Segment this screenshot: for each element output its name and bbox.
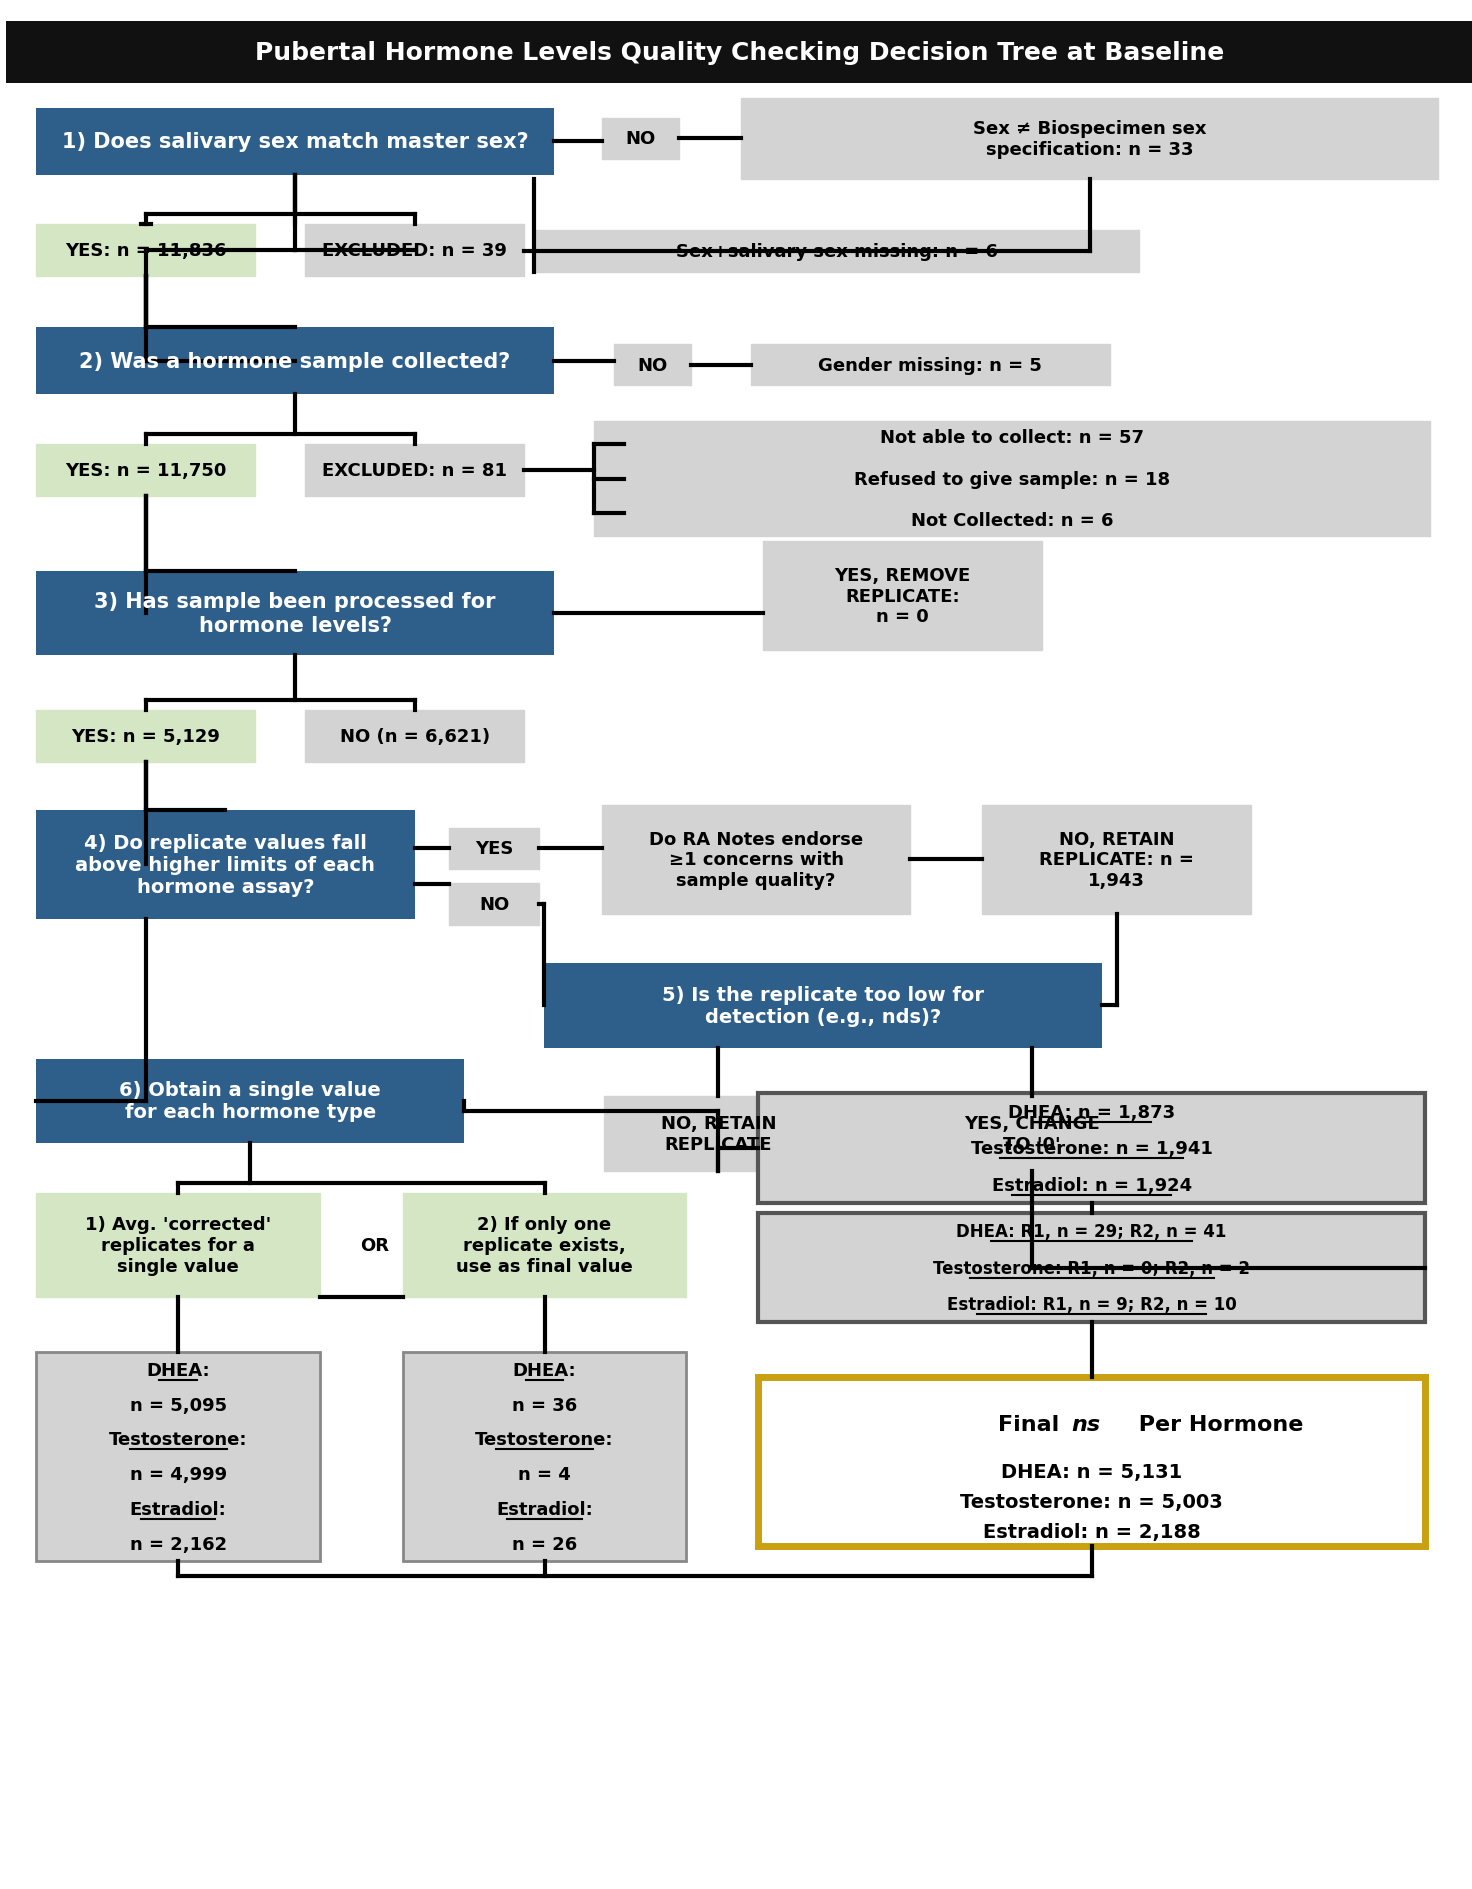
Text: EXCLUDED: n = 39: EXCLUDED: n = 39 bbox=[322, 242, 506, 261]
FancyBboxPatch shape bbox=[37, 108, 553, 176]
FancyBboxPatch shape bbox=[602, 805, 910, 914]
FancyBboxPatch shape bbox=[742, 98, 1438, 179]
Text: Testosterone: n = 5,003: Testosterone: n = 5,003 bbox=[960, 1492, 1223, 1511]
FancyBboxPatch shape bbox=[982, 805, 1251, 914]
Text: YES: n = 11,750: YES: n = 11,750 bbox=[65, 461, 227, 480]
Text: NO: NO bbox=[626, 130, 655, 149]
Text: 2) Was a hormone sample collected?: 2) Was a hormone sample collected? bbox=[79, 351, 511, 372]
Text: Estradiol:: Estradiol: bbox=[496, 1500, 593, 1519]
Text: NO (n = 6,621): NO (n = 6,621) bbox=[340, 727, 490, 746]
Text: 4) Do replicate values fall
above higher limits of each
hormone assay?: 4) Do replicate values fall above higher… bbox=[75, 833, 375, 897]
Text: NO, RETAIN
REPLICATE: n =
1,943: NO, RETAIN REPLICATE: n = 1,943 bbox=[1039, 829, 1194, 890]
Text: Not able to collect: n = 57

Refused to give sample: n = 18

Not Collected: n = : Not able to collect: n = 57 Refused to g… bbox=[854, 429, 1170, 529]
FancyBboxPatch shape bbox=[37, 1060, 464, 1143]
Text: YES, CHANGE
TO '0': YES, CHANGE TO '0' bbox=[964, 1115, 1100, 1154]
Text: EXCLUDED: n = 81: EXCLUDED: n = 81 bbox=[322, 461, 506, 480]
Text: DHEA:: DHEA: bbox=[146, 1360, 210, 1379]
Text: Estradiol: R1, n = 9; R2, n = 10: Estradiol: R1, n = 9; R2, n = 10 bbox=[946, 1296, 1236, 1313]
Text: Testosterone:: Testosterone: bbox=[109, 1430, 247, 1449]
Text: DHEA:: DHEA: bbox=[512, 1360, 577, 1379]
Text: n = 26: n = 26 bbox=[512, 1536, 577, 1553]
Text: Final: Final bbox=[998, 1415, 1067, 1434]
FancyBboxPatch shape bbox=[602, 119, 680, 161]
Text: OR: OR bbox=[361, 1235, 389, 1254]
Text: Estradiol: n = 1,924: Estradiol: n = 1,924 bbox=[992, 1177, 1192, 1194]
Text: DHEA: R1, n = 29; R2, n = 41: DHEA: R1, n = 29; R2, n = 41 bbox=[957, 1222, 1226, 1241]
Text: 1) Does salivary sex match master sex?: 1) Does salivary sex match master sex? bbox=[62, 132, 528, 153]
FancyBboxPatch shape bbox=[758, 1377, 1425, 1547]
Text: Estradiol: n = 2,188: Estradiol: n = 2,188 bbox=[983, 1523, 1201, 1541]
FancyBboxPatch shape bbox=[614, 344, 692, 385]
FancyBboxPatch shape bbox=[758, 1094, 1425, 1203]
Text: Testosterone:: Testosterone: bbox=[475, 1430, 614, 1449]
Text: Sex+salivary sex missing: n = 6: Sex+salivary sex missing: n = 6 bbox=[676, 244, 998, 261]
FancyBboxPatch shape bbox=[37, 446, 255, 497]
FancyBboxPatch shape bbox=[305, 710, 524, 763]
Text: 2) If only one
replicate exists,
use as final value: 2) If only one replicate exists, use as … bbox=[456, 1217, 633, 1275]
Text: Pubertal Hormone Levels Quality Checking Decision Tree at Baseline: Pubertal Hormone Levels Quality Checking… bbox=[255, 42, 1223, 64]
Text: Per Hormone: Per Hormone bbox=[1132, 1415, 1304, 1434]
FancyBboxPatch shape bbox=[762, 542, 1042, 652]
Text: NO: NO bbox=[478, 895, 509, 914]
Text: Gender missing: n = 5: Gender missing: n = 5 bbox=[818, 357, 1042, 374]
FancyBboxPatch shape bbox=[751, 344, 1110, 385]
FancyBboxPatch shape bbox=[305, 225, 524, 278]
FancyBboxPatch shape bbox=[403, 1194, 686, 1298]
FancyBboxPatch shape bbox=[37, 1353, 319, 1562]
FancyBboxPatch shape bbox=[6, 23, 1472, 83]
Text: YES: n = 5,129: YES: n = 5,129 bbox=[71, 727, 221, 746]
Text: n = 4,999: n = 4,999 bbox=[130, 1466, 227, 1483]
Text: Sex ≠ Biospecimen sex
specification: n = 33: Sex ≠ Biospecimen sex specification: n =… bbox=[973, 121, 1207, 159]
Text: Estradiol:: Estradiol: bbox=[130, 1500, 227, 1519]
FancyBboxPatch shape bbox=[449, 827, 539, 869]
FancyBboxPatch shape bbox=[305, 446, 524, 497]
FancyBboxPatch shape bbox=[593, 421, 1431, 536]
Text: n = 36: n = 36 bbox=[512, 1396, 577, 1413]
FancyBboxPatch shape bbox=[37, 710, 255, 763]
FancyBboxPatch shape bbox=[37, 327, 553, 395]
Text: ns: ns bbox=[1072, 1415, 1101, 1434]
Text: 3) Has sample been processed for
hormone levels?: 3) Has sample been processed for hormone… bbox=[94, 591, 496, 635]
Text: YES, REMOVE
REPLICATE:
n = 0: YES, REMOVE REPLICATE: n = 0 bbox=[835, 567, 970, 625]
Text: 5) Is the replicate too low for
detection (e.g., nds)?: 5) Is the replicate too low for detectio… bbox=[662, 986, 983, 1026]
Text: n = 5,095: n = 5,095 bbox=[130, 1396, 227, 1413]
FancyBboxPatch shape bbox=[758, 1213, 1425, 1322]
Text: n = 2,162: n = 2,162 bbox=[130, 1536, 227, 1553]
FancyBboxPatch shape bbox=[449, 884, 539, 926]
Text: Do RA Notes endorse
≥1 concerns with
sample quality?: Do RA Notes endorse ≥1 concerns with sam… bbox=[649, 829, 863, 890]
Text: DHEA: n = 5,131: DHEA: n = 5,131 bbox=[1001, 1462, 1182, 1481]
FancyBboxPatch shape bbox=[37, 1194, 319, 1298]
Text: n = 4: n = 4 bbox=[518, 1466, 571, 1483]
FancyBboxPatch shape bbox=[403, 1353, 686, 1562]
Text: NO, RETAIN
REPLICATE: NO, RETAIN REPLICATE bbox=[661, 1115, 776, 1154]
FancyBboxPatch shape bbox=[37, 810, 415, 920]
Text: 1) Avg. 'corrected'
replicates for a
single value: 1) Avg. 'corrected' replicates for a sin… bbox=[85, 1217, 271, 1275]
Text: Testosterone: R1, n = 0; R2, n = 2: Testosterone: R1, n = 0; R2, n = 2 bbox=[933, 1258, 1250, 1277]
Text: YES: YES bbox=[475, 841, 514, 858]
FancyBboxPatch shape bbox=[37, 570, 553, 655]
FancyBboxPatch shape bbox=[545, 963, 1101, 1048]
Text: 6) Obtain a single value
for each hormone type: 6) Obtain a single value for each hormon… bbox=[119, 1081, 381, 1122]
FancyBboxPatch shape bbox=[534, 230, 1139, 272]
Text: NO: NO bbox=[637, 357, 668, 374]
Text: Testosterone: n = 1,941: Testosterone: n = 1,941 bbox=[970, 1139, 1213, 1158]
FancyBboxPatch shape bbox=[37, 225, 255, 278]
Text: DHEA: n = 1,873: DHEA: n = 1,873 bbox=[1008, 1103, 1175, 1120]
FancyBboxPatch shape bbox=[604, 1098, 833, 1171]
FancyBboxPatch shape bbox=[907, 1098, 1157, 1171]
Text: YES: n = 11,836: YES: n = 11,836 bbox=[65, 242, 227, 261]
